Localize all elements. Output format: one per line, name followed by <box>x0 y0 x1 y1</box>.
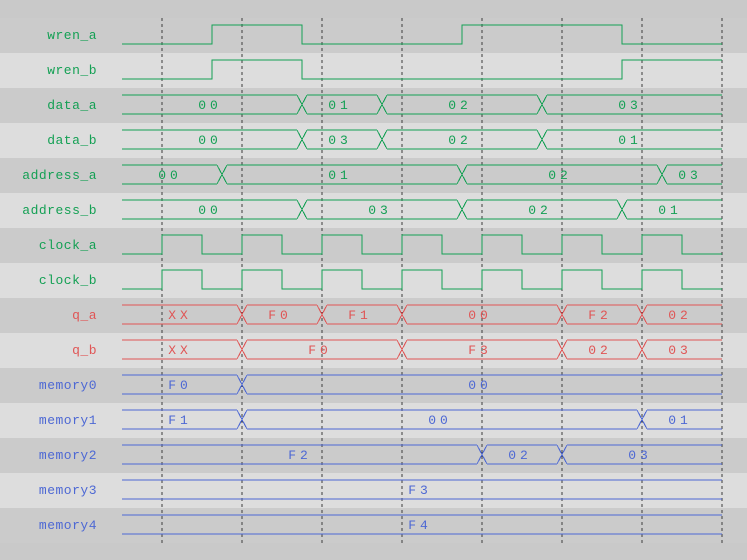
signal-wave <box>122 444 722 465</box>
bus-value-label: F3 <box>408 483 432 498</box>
bus-value-label: 02 <box>448 133 472 148</box>
bus-value-label: F0 <box>168 378 192 393</box>
bus-value-label: 03 <box>368 203 392 218</box>
signal-label[interactable]: q_a <box>72 308 97 323</box>
signal-row: data_b <box>0 123 747 158</box>
signal-row: q_a <box>0 298 747 333</box>
bus-value-label: F0 <box>308 343 332 358</box>
bus-value-label: 01 <box>658 203 682 218</box>
bus-value-label: 00 <box>198 203 222 218</box>
signal-wave <box>122 129 722 150</box>
bus-value-label: 00 <box>198 98 222 113</box>
bus-value-label: 03 <box>628 448 652 463</box>
signal-row: clock_a <box>0 228 747 263</box>
signal-wave <box>122 479 722 500</box>
signal-label[interactable]: memory1 <box>38 413 97 428</box>
signal-label[interactable]: data_b <box>47 133 97 148</box>
signal-wave <box>122 24 722 45</box>
bus-value-label: 00 <box>428 413 452 428</box>
signal-label[interactable]: data_a <box>47 98 97 113</box>
signal-label[interactable]: memory2 <box>38 448 97 463</box>
bus-value-label: 00 <box>198 133 222 148</box>
signal-wave <box>122 339 722 360</box>
signal-row: q_b <box>0 333 747 368</box>
signal-row: memory0 <box>0 368 747 403</box>
bus-value-label: 01 <box>328 98 352 113</box>
signal-row: address_a <box>0 158 747 193</box>
bus-value-label: 00 <box>468 378 492 393</box>
signal-label[interactable]: clock_a <box>38 238 97 253</box>
bus-value-label: 03 <box>618 98 642 113</box>
signal-wave <box>122 514 722 535</box>
bus-value-label: 01 <box>668 413 692 428</box>
signal-label[interactable]: wren_b <box>47 63 97 78</box>
bus-value-label: F1 <box>168 413 192 428</box>
signal-wave <box>122 164 722 185</box>
bus-value-label: 03 <box>678 168 702 183</box>
signal-row: clock_b <box>0 263 747 298</box>
bus-value-label: 02 <box>508 448 532 463</box>
signal-label[interactable]: q_b <box>72 343 97 358</box>
signal-wave <box>122 234 722 255</box>
signal-wave <box>122 269 722 290</box>
signal-label[interactable]: address_a <box>22 168 97 183</box>
bus-value-label: F0 <box>268 308 292 323</box>
bus-value-label: 02 <box>668 308 692 323</box>
bus-value-label: 02 <box>548 168 572 183</box>
bus-value-label: 00 <box>158 168 182 183</box>
bus-value-label: F2 <box>588 308 612 323</box>
bus-value-label: 00 <box>468 308 492 323</box>
bus-value-label: 02 <box>528 203 552 218</box>
signal-wave <box>122 199 722 220</box>
signal-row: memory3 <box>0 473 747 508</box>
signal-row: memory4 <box>0 508 747 543</box>
signal-label[interactable]: address_b <box>22 203 97 218</box>
bus-value-label: 02 <box>588 343 612 358</box>
bus-value-label: F2 <box>288 448 312 463</box>
bus-value-label: 03 <box>328 133 352 148</box>
bus-value-label: 01 <box>328 168 352 183</box>
bus-value-label: F1 <box>348 308 372 323</box>
bus-value-label: 01 <box>618 133 642 148</box>
signal-label[interactable]: clock_b <box>38 273 97 288</box>
signal-wave <box>122 94 722 115</box>
bus-value-label: 03 <box>668 343 692 358</box>
bus-value-label: 02 <box>448 98 472 113</box>
signal-label[interactable]: memory0 <box>38 378 97 393</box>
bus-value-label: XX <box>168 343 192 358</box>
bus-value-label: F4 <box>408 518 432 533</box>
signal-label[interactable]: memory4 <box>38 518 97 533</box>
signal-wave <box>122 59 722 80</box>
signal-wave <box>122 409 722 430</box>
bus-value-label: F3 <box>468 343 492 358</box>
bus-value-label: XX <box>168 308 192 323</box>
signal-row: memory2 <box>0 438 747 473</box>
signal-label[interactable]: memory3 <box>38 483 97 498</box>
signal-row: data_a <box>0 88 747 123</box>
signal-wave <box>122 374 722 395</box>
signal-label[interactable]: wren_a <box>47 28 97 43</box>
signal-wave <box>122 304 722 325</box>
signal-row: memory1 <box>0 403 747 438</box>
